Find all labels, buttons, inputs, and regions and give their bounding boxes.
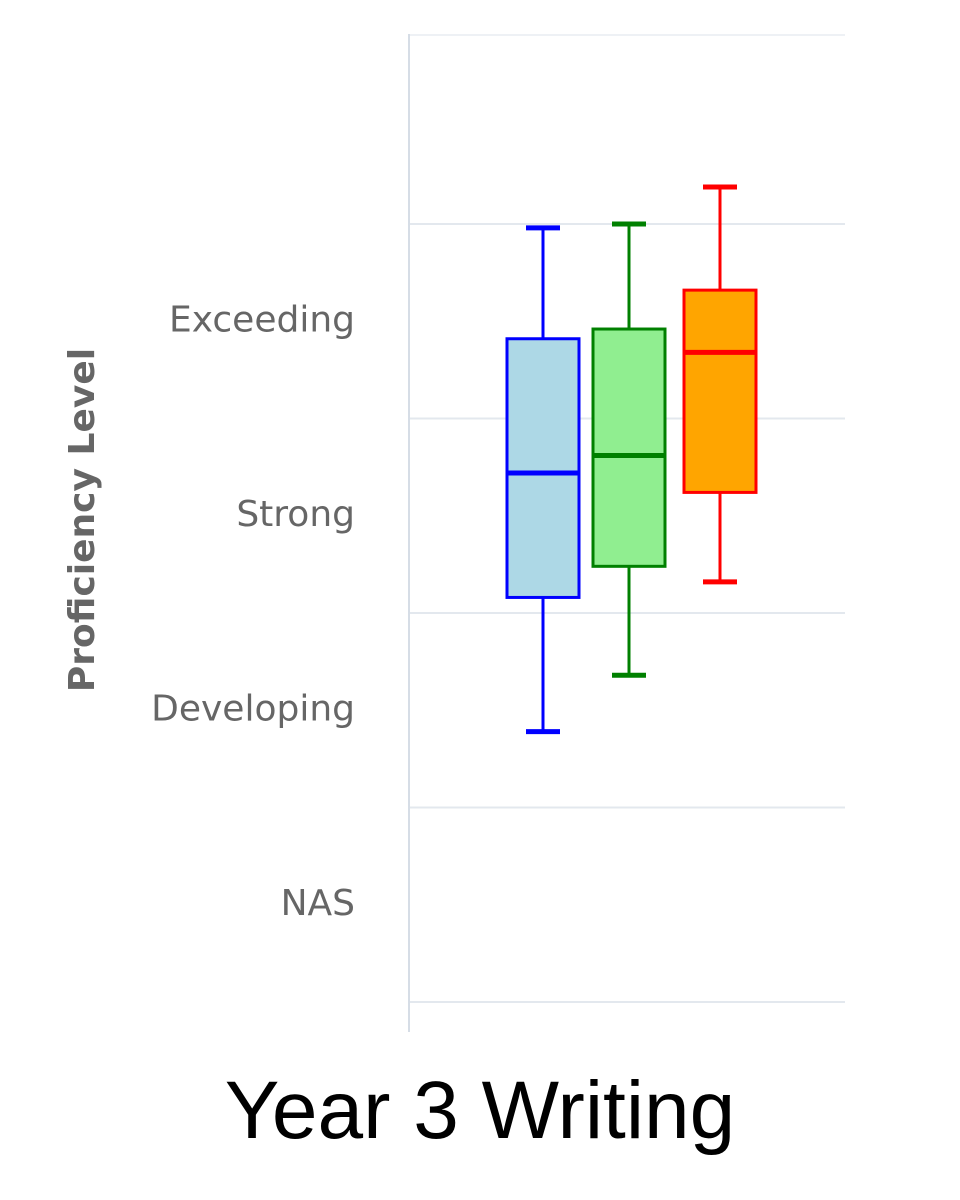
y-axis-tick-labels: NAS Developing Strong Exceeding bbox=[151, 299, 355, 924]
box-series bbox=[505, 184, 758, 735]
y-axis-title: Proficiency Level bbox=[62, 348, 103, 692]
box-plot-2 bbox=[591, 221, 667, 678]
y-tick-label: NAS bbox=[281, 883, 355, 924]
y-tick-label: Developing bbox=[151, 688, 355, 729]
y-tick-label: Strong bbox=[236, 494, 355, 535]
y-tick-label: Exceeding bbox=[169, 299, 355, 340]
box-plot-3 bbox=[682, 184, 758, 585]
iqr-box bbox=[505, 337, 581, 599]
box-plot-1 bbox=[505, 225, 581, 735]
chart-title: Year 3 Writing bbox=[224, 1065, 736, 1156]
iqr-box bbox=[591, 327, 667, 568]
iqr-box bbox=[682, 288, 758, 494]
